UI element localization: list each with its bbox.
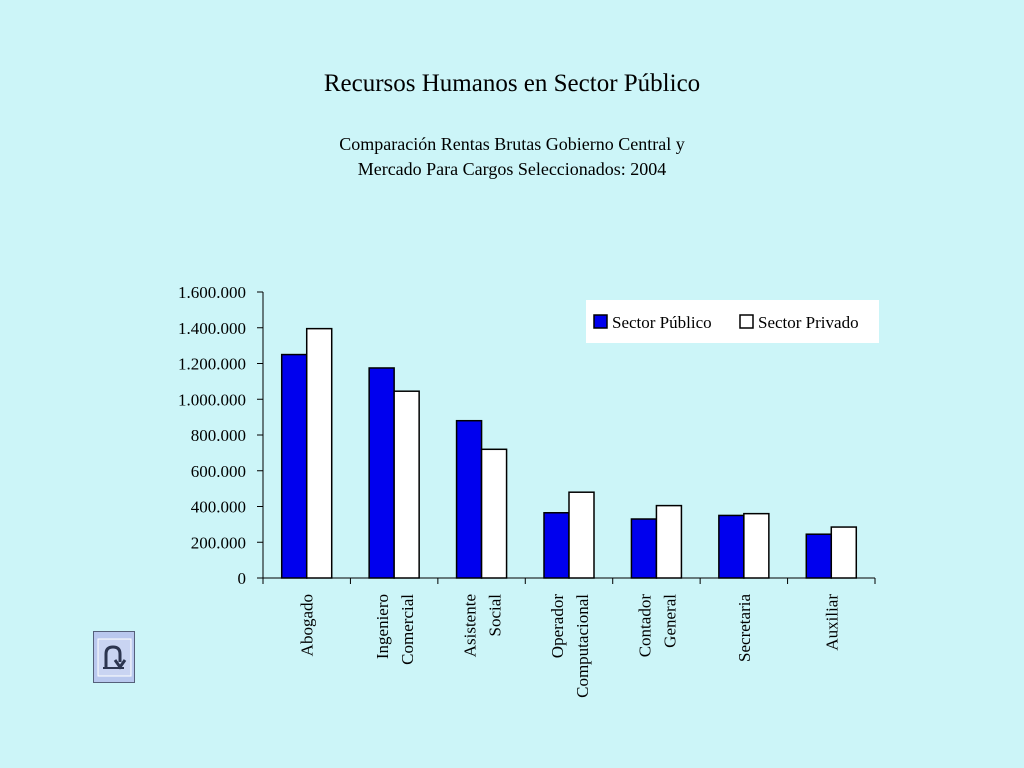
x-category-label-line: Computacional	[573, 594, 592, 698]
x-category-label-line: Comercial	[398, 594, 417, 665]
y-tick-label: 1.600.000	[178, 283, 246, 302]
x-category-label: Ingeniero Comercial	[373, 594, 417, 665]
y-tick-label: 1.200.000	[178, 355, 246, 374]
bar-sector-privado	[305, 327, 333, 579]
y-tick-label: 200.000	[191, 533, 246, 552]
bar-sector-publico	[543, 512, 570, 579]
y-tick-label: 400.000	[191, 498, 246, 517]
bar-sector-publico	[805, 533, 833, 579]
bar-sector-publico	[368, 367, 395, 579]
x-category-label-line: Social	[486, 594, 505, 637]
legend-label: Sector Público	[612, 313, 712, 332]
x-category-label-line: Asistente	[461, 594, 480, 657]
bar-sector-privado	[568, 491, 595, 579]
bar-sector-publico	[455, 419, 483, 579]
y-tick-label: 600.000	[191, 462, 246, 481]
bar-sector-publico	[630, 518, 658, 579]
back-button[interactable]	[93, 631, 135, 683]
y-tick-label: 800.000	[191, 426, 246, 445]
legend-swatch	[739, 314, 754, 329]
x-category-label-line: General	[660, 594, 679, 648]
x-category-label: Contador General	[635, 594, 679, 658]
x-category-label-line: Ingeniero	[373, 594, 392, 659]
bar-sector-privado	[393, 390, 420, 579]
subtitle-line-1: Comparación Rentas Brutas Gobierno Centr…	[339, 134, 685, 154]
y-tick-label: 0	[238, 569, 247, 588]
subtitle-line-2: Mercado Para Cargos Seleccionados: 2004	[357, 159, 667, 179]
bar-sector-publico	[280, 353, 308, 579]
bar-sector-publico	[718, 514, 745, 579]
x-category-label-line: Operador	[548, 594, 567, 659]
bar-sector-privado	[480, 448, 508, 579]
bar-sector-privado	[743, 512, 770, 579]
x-category-label-line: Abogado	[298, 594, 317, 656]
x-category-label: Abogado	[298, 594, 317, 656]
y-tick-label: 1.000.000	[178, 390, 246, 409]
legend-swatch	[593, 314, 608, 329]
x-category-label: Auxiliar	[822, 594, 841, 651]
x-category-label-line: Secretaria	[735, 594, 754, 662]
x-category-label: Secretaria	[735, 594, 754, 662]
slide-title: Recursos Humanos en Sector Público	[323, 70, 701, 97]
x-category-label-line: Auxiliar	[822, 594, 841, 651]
legend-label: Sector Privado	[758, 313, 859, 332]
legend-box	[586, 300, 879, 343]
u-turn-back-arrow-icon	[97, 638, 132, 677]
slide-subtitle: Comparación Rentas Brutas Gobierno Centr…	[0, 132, 1024, 182]
x-category-label: Operador Computacional	[548, 594, 592, 698]
x-category-label-line: Contador	[635, 594, 654, 658]
bar-sector-privado	[655, 504, 683, 579]
bar-sector-privado	[830, 526, 858, 579]
y-tick-label: 1.400.000	[178, 319, 246, 338]
x-category-label: Asistente Social	[461, 594, 505, 658]
